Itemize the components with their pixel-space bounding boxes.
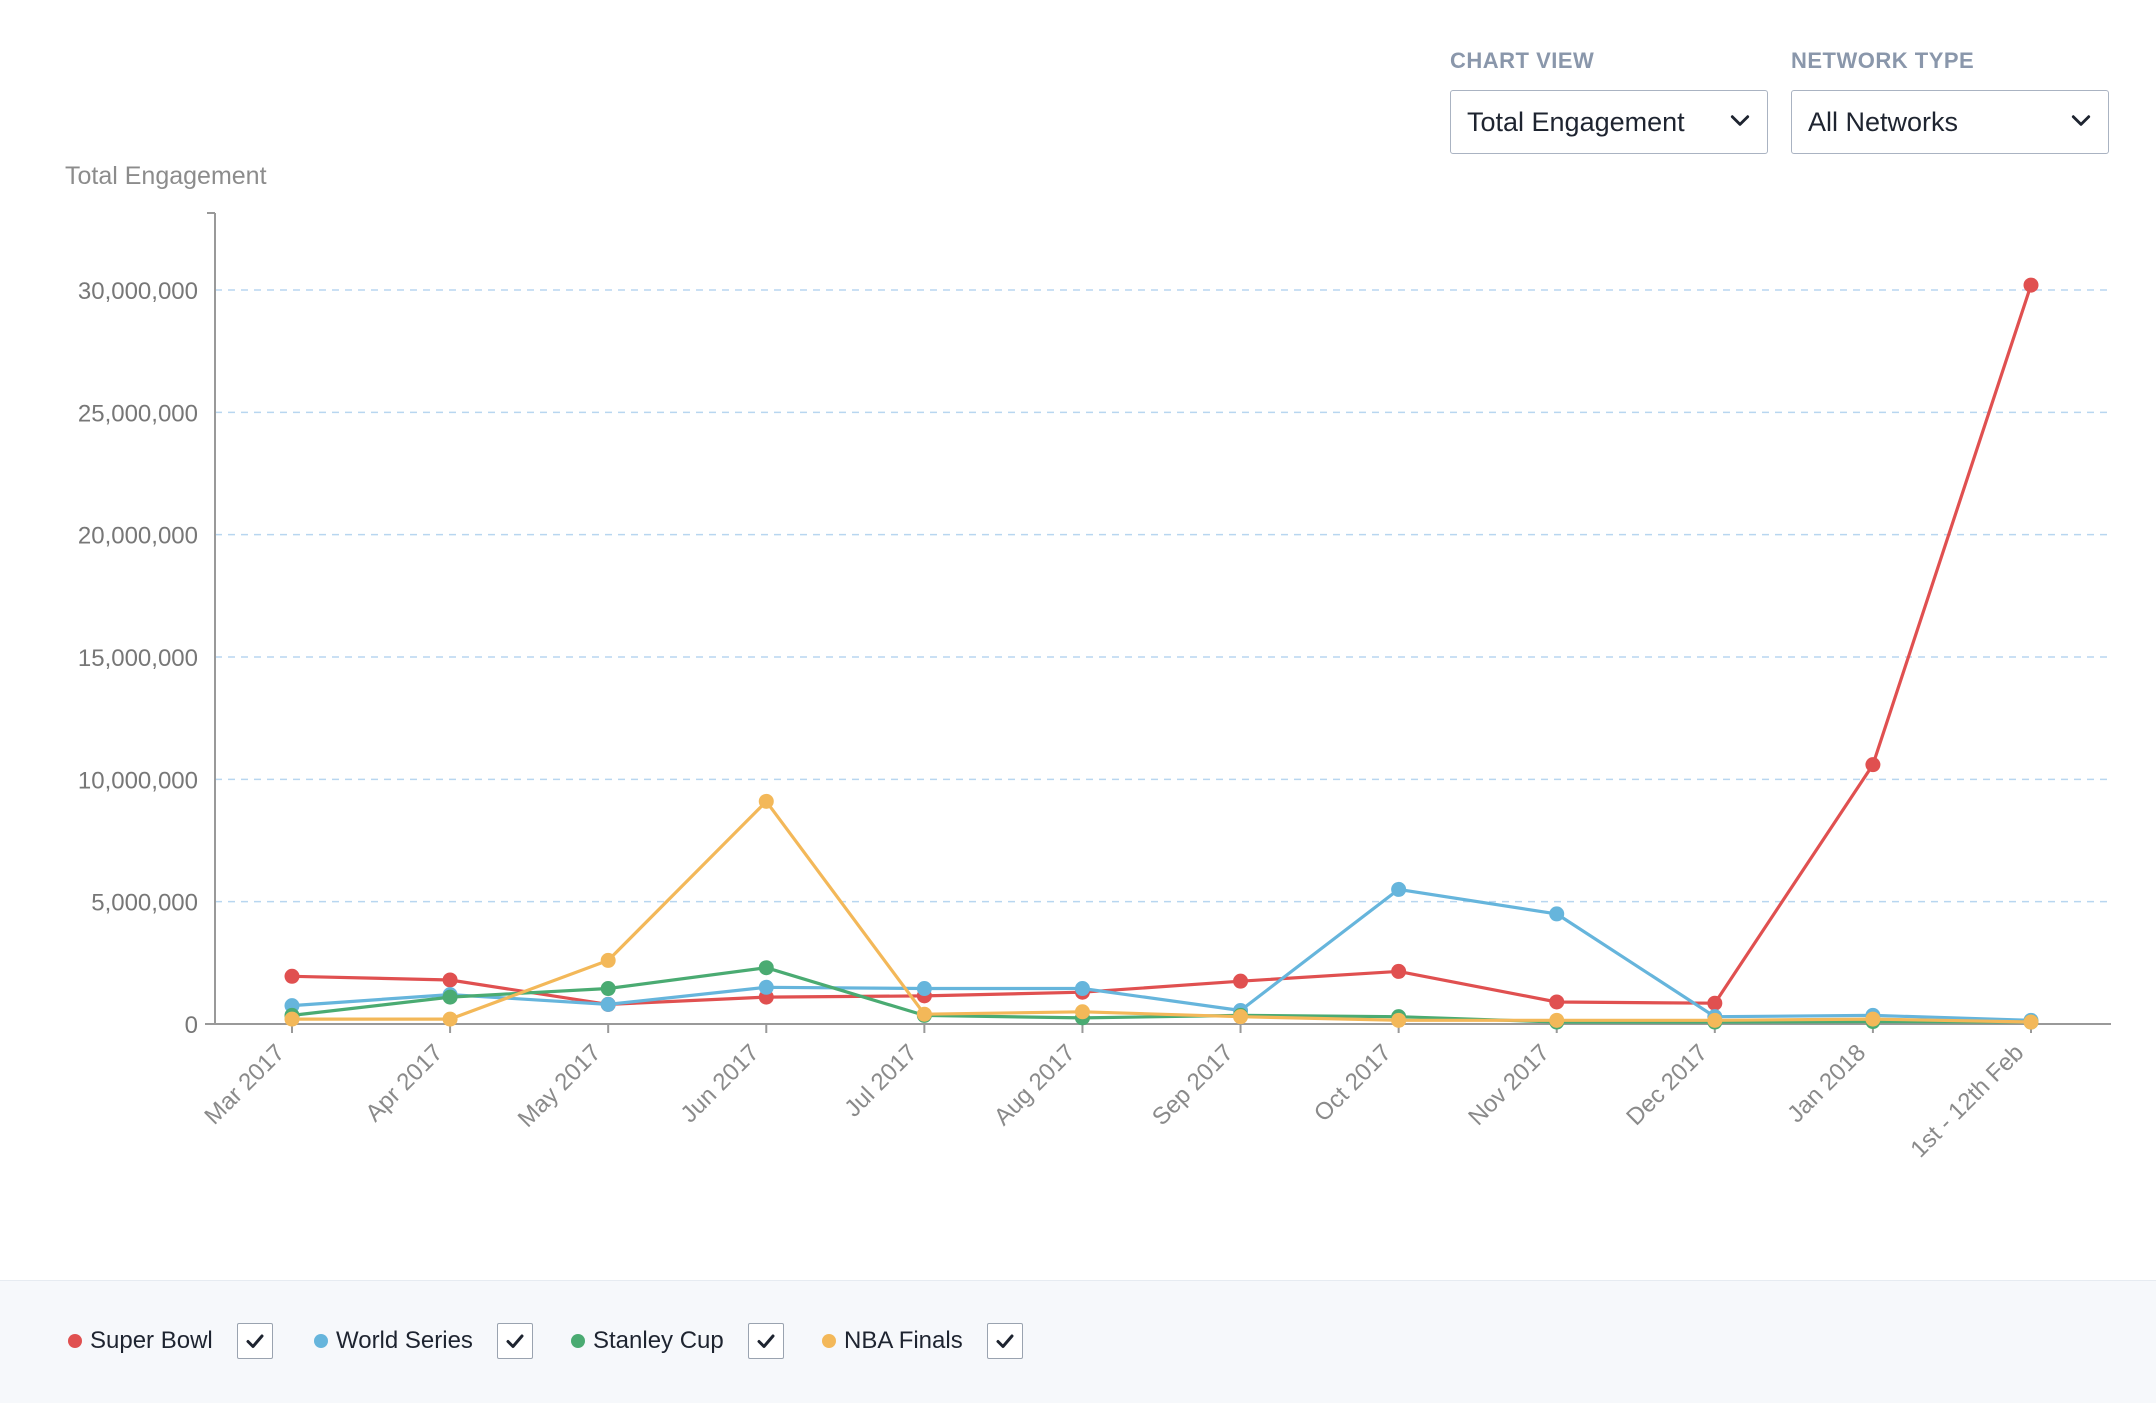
x-tick-label: Aug 2017 xyxy=(989,1039,1081,1131)
network-type-label: NETWORK TYPE xyxy=(1791,48,1975,73)
x-tick-label: May 2017 xyxy=(513,1039,607,1133)
x-tick-label: Dec 2017 xyxy=(1621,1039,1713,1131)
x-axis-tick-labels: Mar 2017 Apr 2017 May 2017 Jun 2017 Jul 2017… xyxy=(199,1039,2029,1163)
data-point xyxy=(442,1011,458,1027)
series-line xyxy=(292,799,2032,1024)
data-point xyxy=(1865,757,1881,773)
y-tick-label: 30,000,000 xyxy=(78,278,198,305)
y-axis-title: Total Engagement xyxy=(65,162,267,190)
checkmark-icon xyxy=(757,1334,775,1348)
data-point xyxy=(600,996,616,1012)
x-tick-label: Jul 2017 xyxy=(839,1039,922,1122)
y-tick-label: 10,000,000 xyxy=(78,767,198,794)
data-point xyxy=(1707,995,1723,1011)
chart-view-value: Total Engagement xyxy=(1467,106,1685,137)
chart-view-control: CHART VIEW Total Engagement xyxy=(1450,48,1768,154)
chevron-down-icon xyxy=(1729,109,1751,136)
y-axis-tick-labels: 0 5,000,000 10,000,000 15,000,000 20,000,000… xyxy=(78,278,198,1039)
data-point xyxy=(758,979,774,995)
legend: Super Bowl World Series Stanley Cup NBA … xyxy=(0,1280,2156,1403)
data-point xyxy=(1865,1011,1881,1027)
data-point xyxy=(284,968,300,984)
legend-label: Stanley Cup xyxy=(593,1327,724,1354)
series-line xyxy=(291,966,2032,1024)
data-point xyxy=(1549,906,1565,922)
chevron-down-icon xyxy=(2070,109,2092,136)
data-point xyxy=(284,1011,300,1027)
data-point xyxy=(1074,981,1090,997)
data-point xyxy=(1233,1009,1249,1025)
data-point xyxy=(600,952,616,968)
series-nba-finals xyxy=(284,793,2039,1030)
series-lines xyxy=(284,277,2039,1030)
legend-swatch xyxy=(571,1334,585,1348)
legend-item-world-series: World Series xyxy=(314,1323,533,1359)
x-tick-label: Apr 2017 xyxy=(360,1039,448,1127)
legend-item-super-bowl: Super Bowl xyxy=(68,1323,273,1359)
data-point xyxy=(1549,994,1565,1010)
legend-label: NBA Finals xyxy=(844,1327,963,1354)
network-type-value: All Networks xyxy=(1808,106,1959,137)
chart-view-label: CHART VIEW xyxy=(1450,48,1595,73)
data-point xyxy=(758,793,774,809)
data-point xyxy=(1391,881,1407,897)
data-point xyxy=(1391,1012,1407,1028)
data-point xyxy=(600,981,616,997)
stanley-cup-checkbox[interactable] xyxy=(747,1323,784,1359)
network-type-select[interactable]: All Networks xyxy=(1791,90,2109,154)
data-point xyxy=(1707,1012,1723,1028)
legend-label: World Series xyxy=(336,1327,473,1354)
x-tick-label: Oct 2017 xyxy=(1309,1039,1397,1127)
data-point xyxy=(2023,1014,2039,1030)
data-point xyxy=(2023,277,2039,293)
x-tick-label: Nov 2017 xyxy=(1463,1039,1555,1131)
world-series-checkbox[interactable] xyxy=(496,1323,533,1359)
legend-swatch xyxy=(68,1334,82,1348)
data-point xyxy=(1549,1012,1565,1028)
series-line xyxy=(291,887,2032,1022)
legend-item-nba-finals: NBA Finals xyxy=(822,1323,1023,1359)
x-tick-label: Sep 2017 xyxy=(1147,1039,1239,1131)
legend-swatch xyxy=(314,1334,328,1348)
y-tick-label: 5,000,000 xyxy=(91,890,198,917)
data-point xyxy=(442,989,458,1005)
checkmark-icon xyxy=(996,1334,1014,1348)
data-point xyxy=(1074,1004,1090,1020)
data-point xyxy=(1391,963,1407,979)
y-tick-label: 20,000,000 xyxy=(78,523,198,550)
y-tick-label: 0 xyxy=(185,1012,198,1039)
chart-view-select[interactable]: Total Engagement xyxy=(1450,90,1768,154)
legend-label: Super Bowl xyxy=(90,1327,213,1354)
data-point xyxy=(442,972,458,988)
x-tick-label: Mar 2017 xyxy=(199,1039,290,1130)
axes xyxy=(205,212,2111,1033)
y-tick-label: 15,000,000 xyxy=(78,645,198,672)
network-type-control: NETWORK TYPE All Networks xyxy=(1791,48,2109,154)
series-line xyxy=(291,284,2033,1007)
line-chart: Total Engagement 0 5,000,000 10,000,000 15,… xyxy=(65,162,2111,1163)
super-bowl-checkbox[interactable] xyxy=(236,1323,273,1359)
checkmark-icon xyxy=(506,1334,524,1348)
data-point xyxy=(1233,973,1249,989)
x-tick-label: Jun 2017 xyxy=(676,1039,765,1128)
data-point xyxy=(916,1006,932,1022)
series-world-series xyxy=(284,881,2039,1028)
legend-swatch xyxy=(822,1334,836,1348)
data-point xyxy=(916,981,932,997)
y-tick-label: 25,000,000 xyxy=(78,400,198,427)
x-tick-label: Jan 2018 xyxy=(1782,1039,1871,1128)
gridlines xyxy=(215,289,2111,903)
x-tick-label: 1st - 12th Feb xyxy=(1905,1039,2029,1163)
data-point xyxy=(758,960,774,976)
checkmark-icon xyxy=(246,1334,264,1348)
nba-finals-checkbox[interactable] xyxy=(986,1323,1023,1359)
legend-item-stanley-cup: Stanley Cup xyxy=(571,1323,784,1359)
